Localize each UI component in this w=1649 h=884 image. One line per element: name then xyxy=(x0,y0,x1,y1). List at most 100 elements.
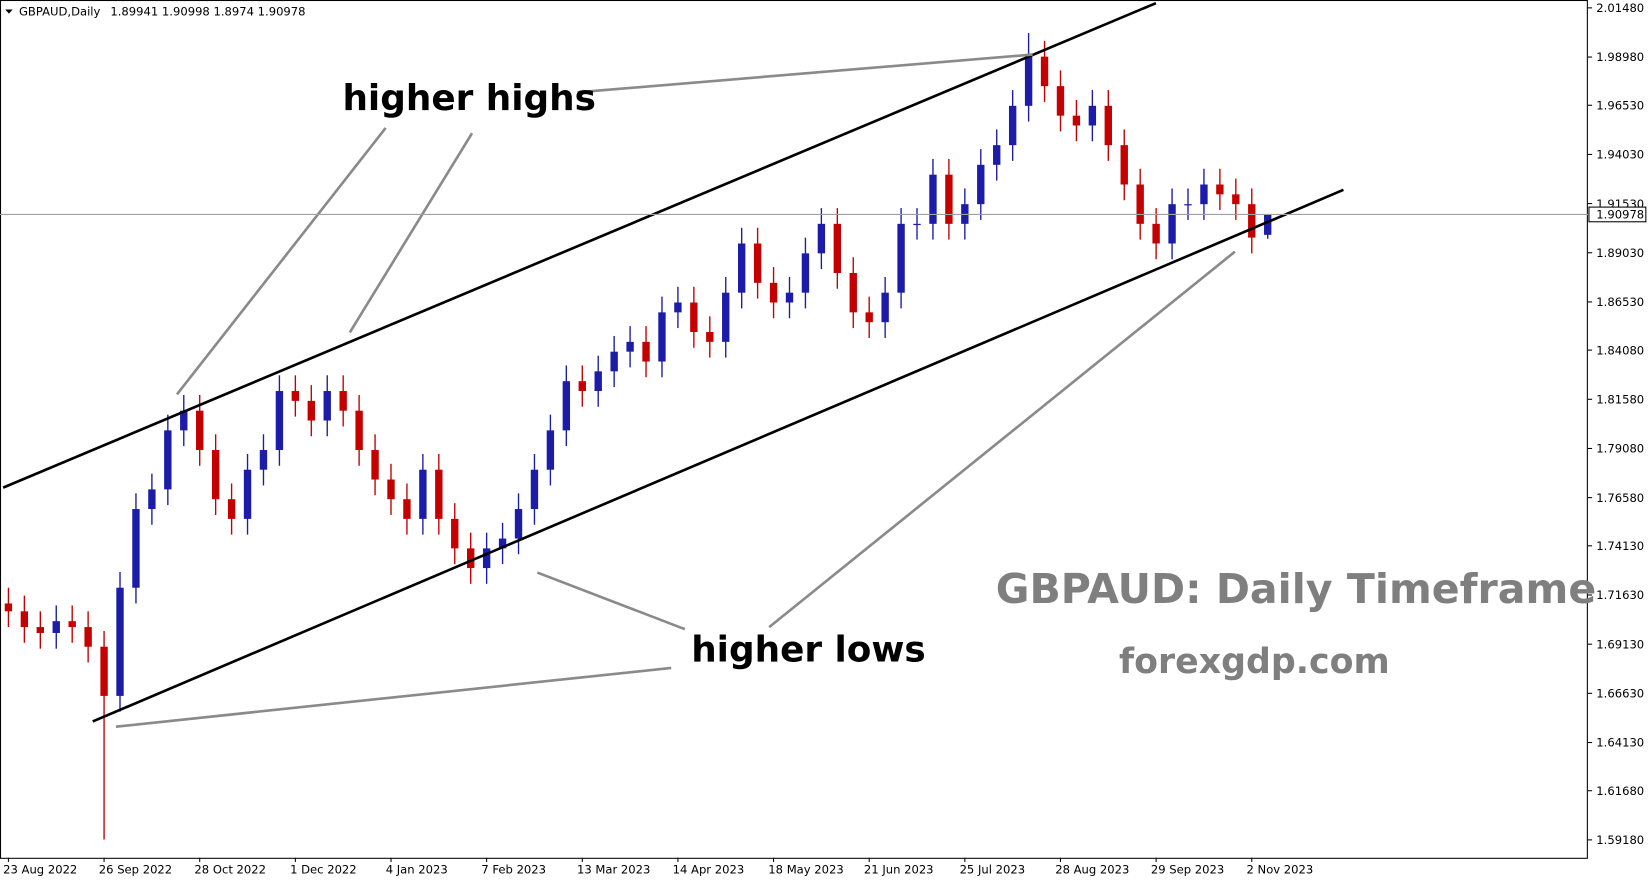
x-tick-label: 13 Mar 2023 xyxy=(577,863,650,877)
candle-body xyxy=(387,479,395,500)
candle-body xyxy=(833,223,842,274)
candle-body xyxy=(977,164,985,205)
candle-body xyxy=(993,145,1001,165)
x-tick-label: 4 Jan 2023 xyxy=(386,863,448,877)
candle-body xyxy=(929,174,937,224)
candle-body xyxy=(164,430,172,490)
candle-body xyxy=(1184,204,1192,206)
candle-body xyxy=(1136,184,1144,224)
candle-body xyxy=(4,603,13,612)
y-tick-label: 1.84080 xyxy=(1596,343,1644,357)
candle-body xyxy=(1008,105,1017,146)
price-marker-label: 1.90978 xyxy=(1596,208,1644,222)
y-tick-label: 1.69130 xyxy=(1596,637,1644,651)
header: GBPAUD,Daily 1.89941 1.90998 1.8974 1.90… xyxy=(19,5,306,19)
candle-body xyxy=(849,273,857,313)
header-low: 1.8974 xyxy=(213,5,254,19)
y-tick-label: 1.76580 xyxy=(1596,491,1644,505)
candle-body xyxy=(769,282,778,303)
candle-body xyxy=(913,223,921,226)
candle-body xyxy=(626,341,634,352)
annotation: higher highs xyxy=(342,78,595,119)
candle-body xyxy=(1248,204,1256,238)
candle-body xyxy=(722,292,730,342)
chart-subtitle: forexgdp.com xyxy=(1119,642,1390,682)
candle-body xyxy=(817,223,826,254)
symbol: GBPAUD,Daily xyxy=(19,5,101,19)
candle-body xyxy=(498,538,507,549)
candle-body xyxy=(785,292,794,303)
candle-body xyxy=(227,499,236,519)
candle-body xyxy=(1168,204,1176,244)
candle-body xyxy=(211,450,220,500)
y-tick-label: 1.96530 xyxy=(1596,98,1644,112)
candle-body xyxy=(100,646,108,696)
candle-body xyxy=(753,243,762,283)
y-tick-label: 1.86530 xyxy=(1596,295,1644,309)
y-tick-label: 1.61680 xyxy=(1596,784,1644,798)
candle-body xyxy=(355,410,363,451)
x-tick-label: 21 Jun 2023 xyxy=(864,863,934,877)
candle-body xyxy=(530,469,539,510)
candle-body xyxy=(1232,194,1240,205)
candle-body xyxy=(1056,86,1065,116)
candle-body xyxy=(881,292,889,323)
plot-frame xyxy=(0,0,1588,859)
candle-body xyxy=(307,400,315,421)
candles xyxy=(4,33,1272,840)
candle-body xyxy=(1104,105,1112,146)
price-marker xyxy=(1588,206,1647,223)
candle-body xyxy=(674,302,682,313)
pointer xyxy=(536,571,686,631)
header-high: 1.90998 xyxy=(162,5,210,19)
candle-body xyxy=(196,410,204,451)
y-tick-label: 1.71630 xyxy=(1596,588,1644,602)
y-tick-label: 1.66630 xyxy=(1596,687,1644,701)
candle-body xyxy=(116,587,124,696)
candle-body xyxy=(1072,115,1081,126)
candle-body xyxy=(371,450,379,480)
candle-body xyxy=(36,627,44,633)
x-tick-label: 18 May 2023 xyxy=(768,863,843,877)
candle-body xyxy=(514,509,523,539)
candle-body xyxy=(1216,184,1224,195)
candle-body xyxy=(706,332,714,342)
x-tick-label: 1 Dec 2022 xyxy=(290,863,357,877)
x-tick-label: 28 Aug 2023 xyxy=(1055,863,1129,877)
candle-body xyxy=(275,391,284,451)
candle-body xyxy=(690,302,698,333)
candle-body xyxy=(658,312,666,362)
candle-body xyxy=(737,243,746,293)
x-tick-label: 23 Aug 2022 xyxy=(3,863,77,877)
candle-body xyxy=(451,518,459,549)
candle-body xyxy=(323,391,331,421)
candle-body xyxy=(68,621,76,628)
chart-title: GBPAUD: Daily Timeframe xyxy=(996,565,1596,613)
y-tick-label: 1.94030 xyxy=(1596,148,1644,162)
candle-body xyxy=(642,341,650,362)
candle-body xyxy=(610,351,618,372)
candle-body xyxy=(132,509,140,588)
candle-body xyxy=(801,253,810,293)
header-close: 1.90978 xyxy=(258,5,306,19)
candle-body xyxy=(1200,184,1208,205)
candle-body xyxy=(578,381,586,392)
y-tick-label: 1.64130 xyxy=(1596,736,1644,750)
candle-body xyxy=(1264,214,1272,235)
lower-channel-line xyxy=(92,188,1344,723)
y-tick-label: 1.89030 xyxy=(1596,246,1644,260)
x-tick-label: 7 Feb 2023 xyxy=(481,863,546,877)
x-tick-label: 25 Jul 2023 xyxy=(960,863,1026,877)
candle-body xyxy=(1120,145,1128,185)
candle-body xyxy=(897,223,905,293)
candle-body xyxy=(1088,105,1097,126)
candle-body xyxy=(52,621,60,633)
pointer xyxy=(175,127,387,396)
candle-body xyxy=(945,174,953,224)
candle-body xyxy=(148,489,156,510)
candle-body xyxy=(259,450,268,470)
candle-body xyxy=(419,469,427,519)
candle-body xyxy=(467,548,475,569)
